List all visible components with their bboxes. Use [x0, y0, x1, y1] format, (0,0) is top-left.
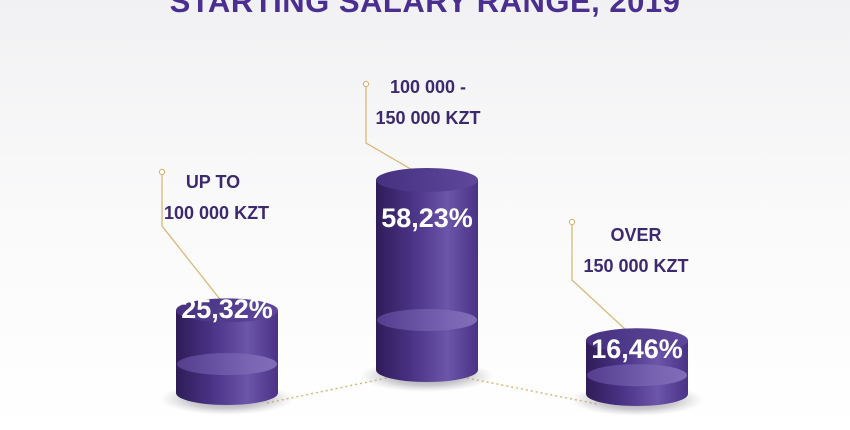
leader-dot	[362, 80, 370, 88]
leader-dot	[158, 168, 166, 176]
category-label-100k-150k: 100 000 - 150 000 KZT	[372, 72, 484, 134]
category-label-line2: 150 000 KZT	[375, 108, 481, 128]
category-label-line1: OVER	[610, 225, 662, 245]
value-label: 16,46%	[591, 334, 683, 364]
category-label-over-150k: OVER 150 000 KZT	[571, 220, 701, 282]
cylinder-bar: 16,46%	[570, 328, 704, 416]
cylinder-body	[376, 180, 478, 382]
leader-dot	[568, 218, 576, 226]
value-label: 58,23%	[381, 203, 473, 233]
category-label-line1: 100 000 -	[389, 77, 467, 97]
cylinder-band	[587, 364, 687, 387]
leader-line	[365, 84, 429, 180]
cylinder-band	[177, 353, 277, 376]
leader-line	[571, 222, 637, 340]
category-label-line2: 100 000 KZT	[164, 203, 270, 223]
cylinder-top	[586, 328, 688, 353]
cylinder-bar: 58,23%	[360, 168, 494, 392]
category-label-line2: 150 000 KZT	[583, 256, 689, 276]
category-label-up-to-100k: UP TO 100 000 KZT	[164, 167, 270, 229]
value-label: 25,32%	[181, 294, 273, 324]
leader-lines	[158, 80, 637, 340]
cylinder-bar: 25,32%	[160, 294, 294, 415]
category-label-line1: UP TO	[185, 172, 241, 192]
cylinder-top	[376, 168, 478, 192]
chart-title: STARTING SALARY RANGE, 2019	[169, 0, 681, 19]
cylinders: 25,32% 58,23% 16,46%	[160, 168, 704, 416]
cylinder-top	[176, 298, 278, 323]
leader-line	[161, 172, 229, 310]
cylinder-band	[377, 309, 477, 331]
